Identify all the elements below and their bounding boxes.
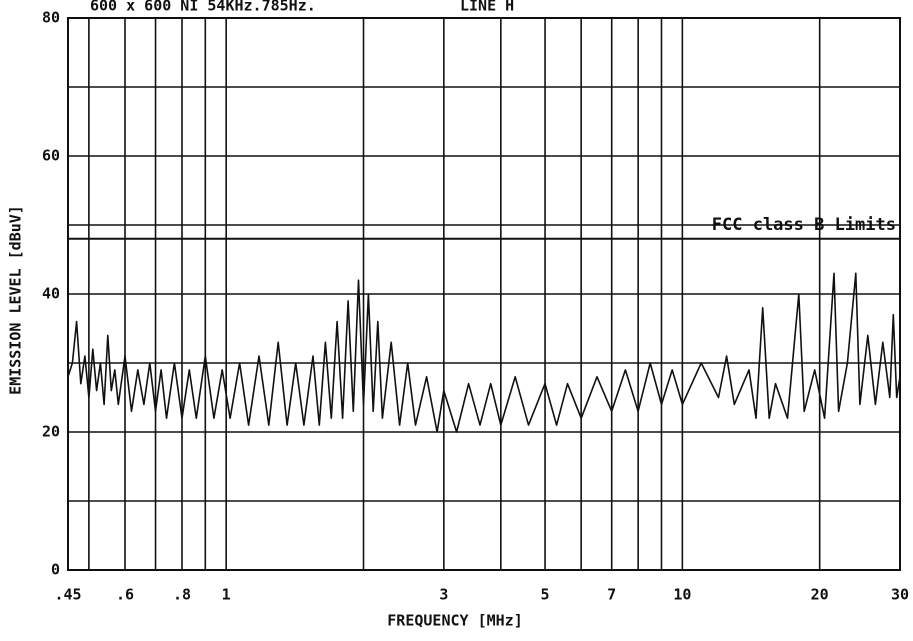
- limit-label: FCC class B Limits: [712, 215, 896, 235]
- y-tick-label: 40: [42, 285, 60, 303]
- y-tick-label: 80: [42, 9, 60, 27]
- chart-title: 600 x 600 NI 54KHz.785Hz.: [90, 0, 316, 15]
- x-axis-label: FREQUENCY [MHz]: [387, 612, 522, 630]
- x-tick-label: 3: [439, 586, 448, 604]
- x-tick-label: .45: [54, 586, 81, 604]
- y-axis-label: EMISSION LEVEL [dBuV]: [7, 205, 25, 395]
- data-line: [67, 272, 901, 433]
- chart-subtitle: LINE H: [460, 0, 514, 15]
- y-tick-label: 20: [42, 423, 60, 441]
- x-tick-label: 5: [541, 586, 550, 604]
- x-tick-label: 1: [222, 586, 231, 604]
- x-tick-label: 30: [891, 586, 909, 604]
- y-tick-label: 60: [42, 147, 60, 165]
- x-tick-label: .6: [116, 586, 134, 604]
- x-tick-label: .8: [173, 586, 191, 604]
- y-tick-label: 0: [51, 561, 60, 579]
- x-tick-label: 20: [811, 586, 829, 604]
- x-tick-label: 10: [673, 586, 691, 604]
- x-tick-label: 7: [607, 586, 616, 604]
